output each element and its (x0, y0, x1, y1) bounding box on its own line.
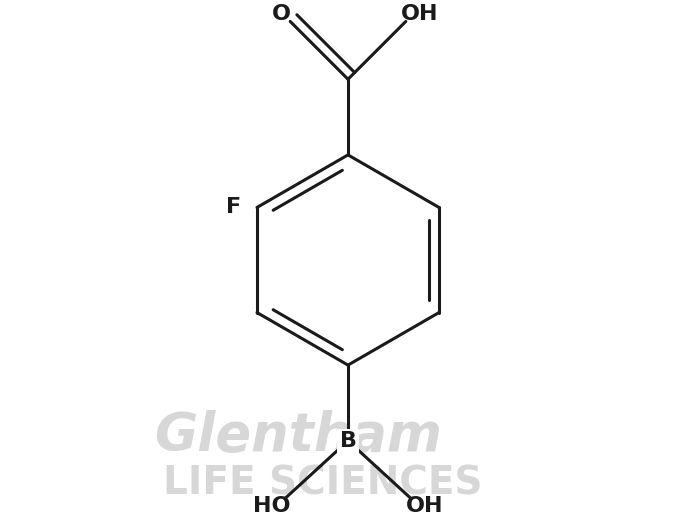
Text: OH: OH (401, 4, 438, 24)
Text: F: F (226, 198, 242, 217)
Text: B: B (340, 431, 356, 451)
Text: O: O (272, 4, 292, 24)
Text: Glentham: Glentham (154, 410, 442, 462)
Text: OH: OH (406, 496, 443, 516)
Text: LIFE SCIENCES: LIFE SCIENCES (163, 464, 482, 502)
Text: HO: HO (253, 496, 290, 516)
